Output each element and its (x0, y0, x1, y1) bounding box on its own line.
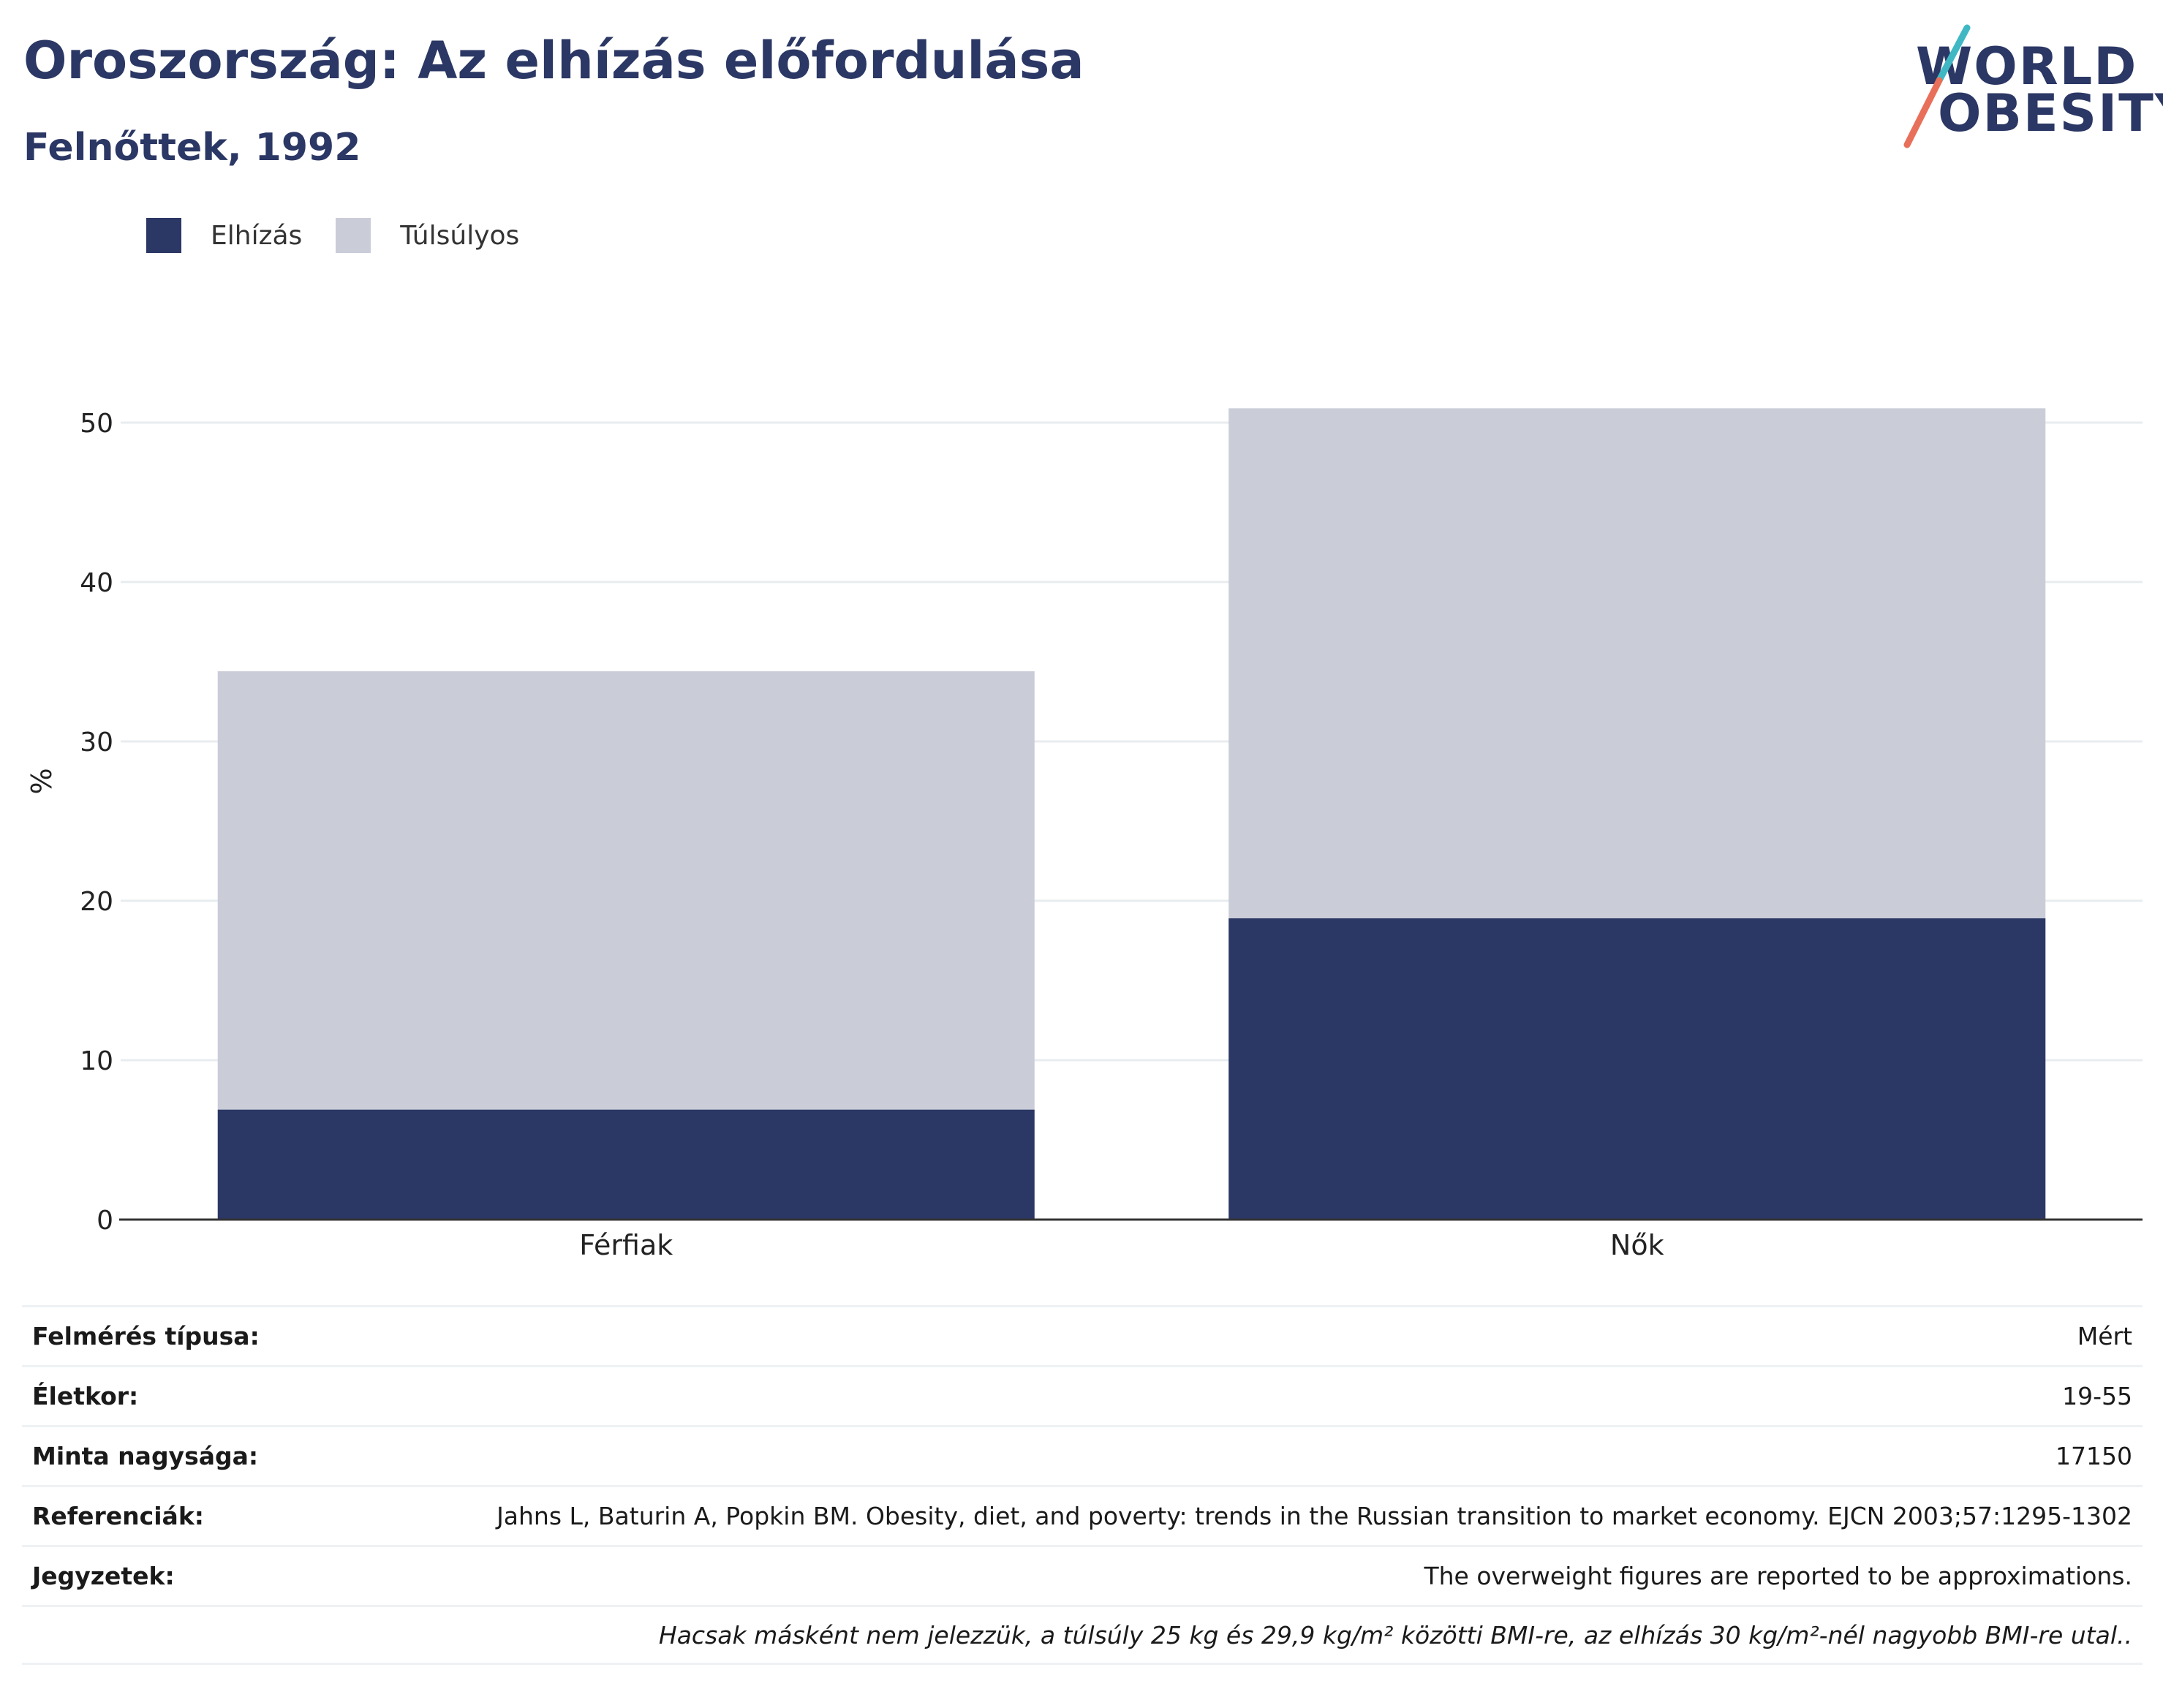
metadata-table: Felmérés típusa: Mért Életkor: 19-55 Min… (22, 1305, 2143, 1665)
bar-overweight (1228, 408, 2046, 918)
y-tick-label: 20 (80, 887, 113, 917)
legend-swatch-obesity (146, 218, 181, 253)
meta-key: Felmérés típusa: (32, 1322, 260, 1350)
meta-row-survey-type: Felmérés típusa: Mért (22, 1305, 2143, 1365)
bar-obesity (1228, 918, 2046, 1220)
x-tick-label: Nők (1610, 1229, 1664, 1261)
legend-label-obesity: Elhízás (211, 220, 303, 251)
meta-value: The overweight figures are reported to b… (1424, 1562, 2132, 1590)
meta-key: Életkor: (32, 1382, 139, 1410)
meta-row-notes: Jegyzetek: The overweight figures are re… (22, 1545, 2143, 1605)
legend-label-overweight: Túlsúlyos (400, 220, 520, 251)
chart-subtitle: Felnőttek, 1992 (23, 126, 361, 170)
meta-row-references: Referenciák: Jahns L, Baturin A, Popkin … (22, 1485, 2143, 1545)
meta-row-age: Életkor: 19-55 (22, 1365, 2143, 1425)
x-tick-label: Férfiak (579, 1229, 673, 1261)
meta-value: 19-55 (2062, 1382, 2132, 1410)
bar-chart: 0 10 20 30 40 50% Férfiak Nők (26, 408, 2143, 1261)
y-tick-label: 10 (80, 1046, 113, 1076)
y-tick-label: 40 (80, 568, 113, 598)
meta-value: Jahns L, Baturin A, Popkin BM. Obesity, … (497, 1502, 2132, 1530)
legend-item-obesity[interactable]: Elhízás (146, 218, 302, 253)
y-tick-label: 50 (80, 409, 113, 439)
meta-value: 17150 (2056, 1442, 2132, 1470)
legend-swatch-overweight (336, 218, 371, 253)
meta-key: Minta nagysága: (32, 1442, 259, 1470)
world-obesity-logo: WORLD OBESITY (1894, 22, 2163, 154)
y-tick-label: 0 (97, 1206, 113, 1236)
chart-legend: Elhízás Túlsúlyos (146, 216, 553, 254)
meta-key: Referenciák: (32, 1502, 204, 1530)
meta-row-sample-size: Minta nagysága: 17150 (22, 1425, 2143, 1485)
footnote-text: Hacsak másként nem jelezzük, a túlsúly 2… (658, 1620, 2132, 1650)
bar-overweight (217, 671, 1035, 1110)
logo-slash-icon (1903, 24, 1971, 148)
legend-item-overweight[interactable]: Túlsúlyos (336, 218, 519, 253)
y-tick-label: 30 (80, 728, 113, 757)
meta-key: Jegyzetek: (32, 1562, 175, 1590)
y-axis-label: % (26, 768, 58, 794)
chart-title: Oroszország: Az elhízás előfordulása (23, 31, 1084, 91)
meta-row-footnote: Hacsak másként nem jelezzük, a túlsúly 2… (22, 1605, 2143, 1665)
bar-obesity (217, 1109, 1035, 1220)
logo-line-2: OBESITY (1938, 83, 2163, 143)
meta-value: Mért (2077, 1322, 2132, 1350)
